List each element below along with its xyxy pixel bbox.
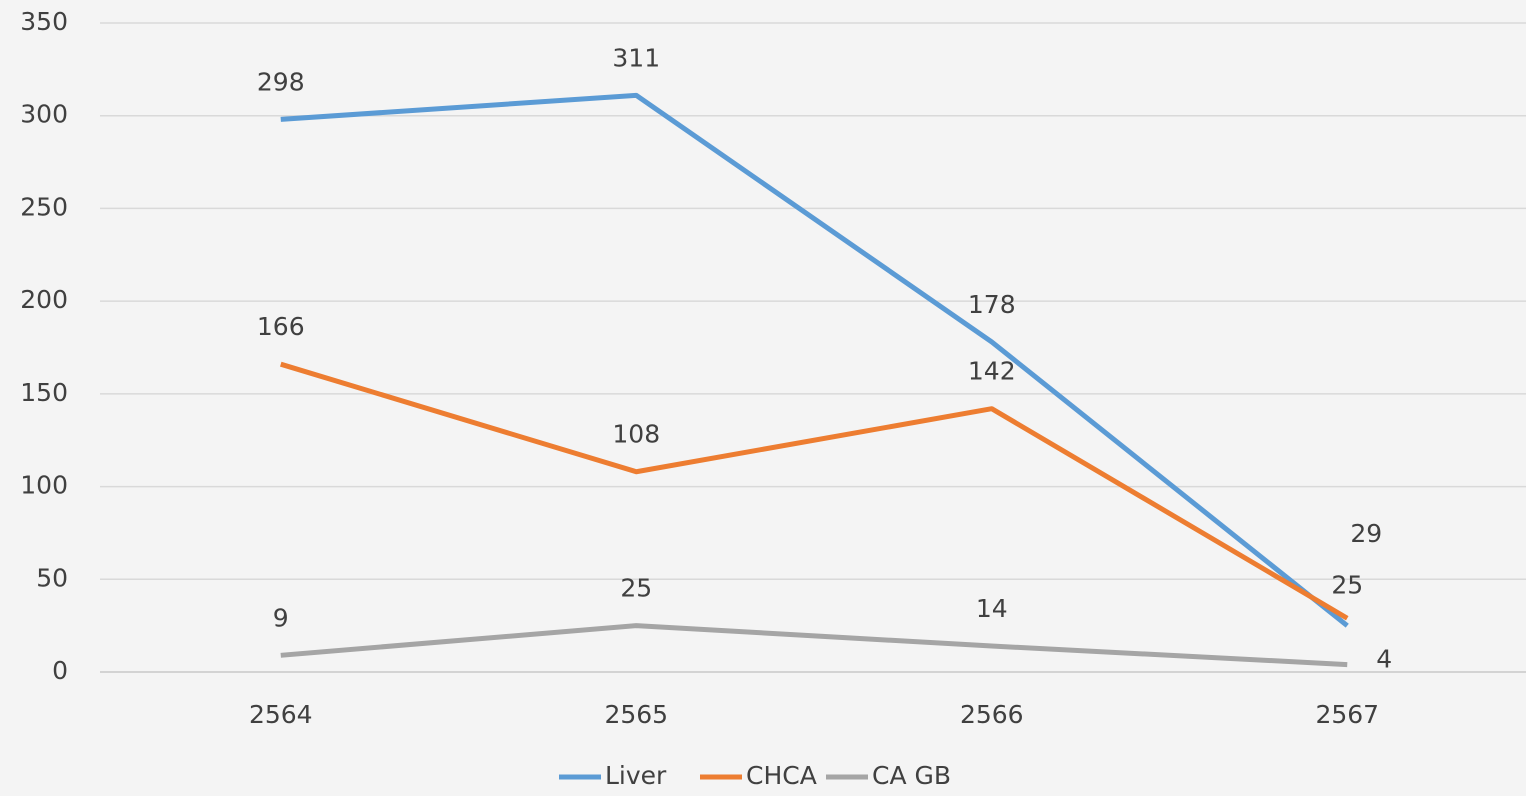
data-label: 311 (612, 43, 660, 72)
data-label: 14 (976, 594, 1008, 623)
x-tick-label: 2564 (249, 700, 313, 729)
y-tick-label: 300 (20, 100, 68, 129)
y-tick-label: 250 (20, 192, 68, 221)
legend-label: CA GB (872, 761, 951, 790)
data-label: 108 (612, 420, 660, 449)
data-label: 25 (1331, 571, 1363, 600)
data-label: 4 (1376, 645, 1392, 674)
x-tick-label: 2566 (960, 700, 1024, 729)
series-line (280, 361, 1349, 621)
data-label: 166 (257, 312, 305, 341)
data-label: 142 (968, 357, 1016, 386)
y-tick-label: 50 (36, 563, 68, 592)
legend-label: CHCA (746, 761, 817, 790)
data-label: 29 (1350, 519, 1382, 548)
data-label: 25 (620, 574, 652, 603)
data-label: 9 (273, 603, 289, 632)
y-tick-label: 200 (20, 285, 68, 314)
series-line (280, 92, 1349, 628)
x-tick-label: 2567 (1315, 700, 1379, 729)
data-label: 178 (968, 290, 1016, 319)
series-line (280, 623, 1348, 668)
x-tick-label: 2565 (604, 700, 668, 729)
y-tick-label: 100 (20, 471, 68, 500)
data-label: 298 (257, 67, 305, 96)
y-tick-label: 350 (20, 7, 68, 36)
legend-label: Liver (605, 761, 667, 790)
y-tick-label: 150 (20, 378, 68, 407)
y-tick-label: 0 (52, 656, 68, 685)
